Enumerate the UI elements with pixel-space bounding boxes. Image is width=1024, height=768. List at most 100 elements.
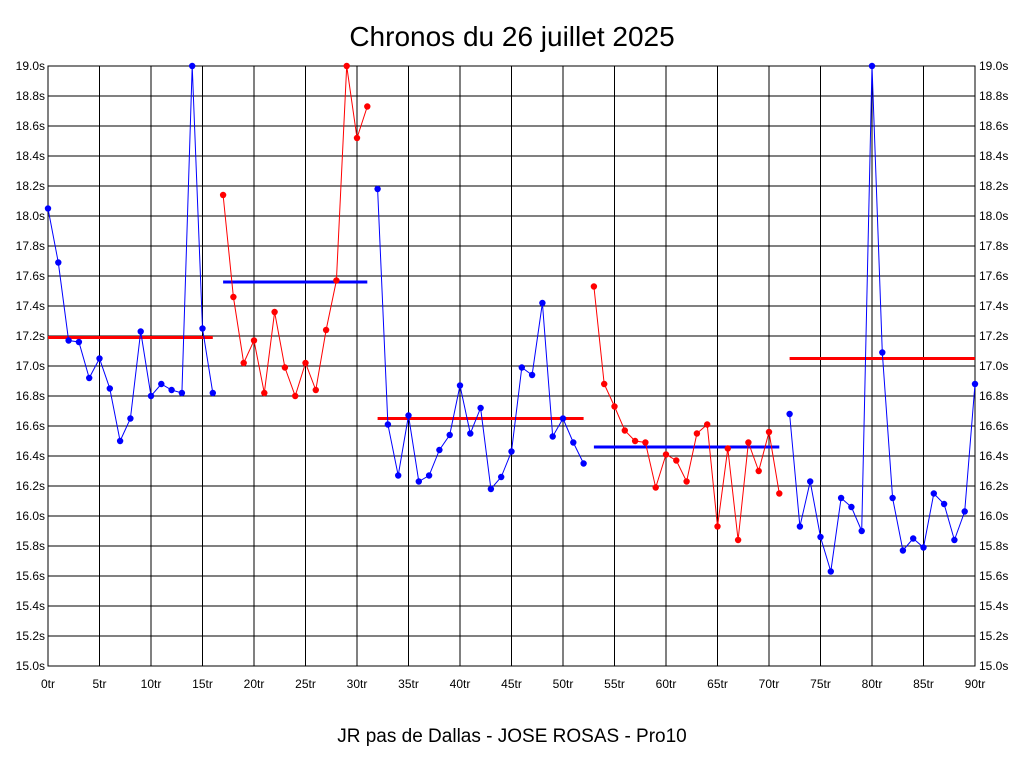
data-point [652, 484, 659, 491]
data-series [44, 62, 979, 575]
data-point [848, 503, 855, 511]
data-point [601, 380, 608, 388]
data-point [858, 527, 865, 535]
data-point [899, 547, 907, 554]
data-point [961, 508, 968, 515]
data-point [96, 355, 103, 362]
data-point [384, 421, 392, 428]
y-tick-label-right: 16.8s [979, 389, 1008, 403]
data-point [312, 386, 319, 394]
data-point [178, 389, 186, 397]
data-point [734, 536, 742, 544]
data-point [55, 259, 62, 266]
y-tick-labels-right: 15.0s 15.2s 15.4s 15.6s 15.8s 16.0s 16.2s 16.4s… [979, 59, 1008, 673]
y-tick-label-right: 17.4s [979, 299, 1008, 313]
data-point [292, 392, 299, 400]
data-point [106, 385, 114, 392]
data-point [436, 446, 443, 454]
data-point [158, 380, 165, 388]
data-point [230, 293, 237, 301]
data-point [189, 62, 196, 70]
data-point [621, 427, 628, 434]
data-point [477, 404, 484, 412]
x-tick-label: 55tr [604, 677, 625, 691]
data-point [807, 478, 814, 485]
data-point [910, 535, 917, 542]
x-tick-label: 65tr [707, 677, 728, 691]
y-tick-label-right: 15.0s [979, 659, 1008, 673]
y-tick-label-left: 17.8s [16, 239, 45, 253]
y-tick-label-left: 18.4s [16, 149, 45, 163]
x-tick-label: 50tr [553, 677, 574, 691]
y-tick-label-right: 16.2s [979, 479, 1008, 493]
y-tick-label-left: 15.6s [16, 569, 45, 583]
y-tick-label-left: 15.8s [16, 539, 45, 553]
y-tick-label-left: 17.2s [16, 329, 45, 343]
data-point [333, 277, 340, 284]
y-tick-label-left: 17.0s [16, 359, 45, 373]
chart-title: Chronos du 26 juillet 2025 [349, 21, 674, 52]
data-point [322, 326, 330, 334]
data-point [930, 490, 937, 497]
data-point [518, 364, 525, 371]
series-4 [786, 62, 979, 575]
y-tick-label-right: 15.6s [979, 569, 1008, 583]
y-tick-label-right: 17.2s [979, 329, 1008, 343]
x-tick-label: 70tr [759, 677, 780, 691]
x-tick-label: 30tr [347, 677, 368, 691]
grid [47, 65, 976, 667]
data-point [405, 412, 412, 419]
data-point [776, 490, 783, 497]
series-3 [590, 283, 783, 544]
x-tick-label: 5tr [92, 677, 106, 691]
data-point [364, 103, 371, 110]
x-tick-label: 75tr [810, 677, 831, 691]
data-point [971, 380, 979, 388]
x-tick-label: 0tr [41, 677, 55, 691]
x-tick-label: 40tr [450, 677, 471, 691]
data-point [199, 325, 206, 332]
y-tick-label-right: 15.4s [979, 599, 1008, 613]
y-tick-label-left: 15.0s [16, 659, 45, 673]
data-point [343, 62, 350, 70]
x-tick-label: 80tr [862, 677, 883, 691]
y-tick-label-right: 16.0s [979, 509, 1008, 523]
data-point [137, 328, 144, 335]
data-point [745, 439, 752, 446]
data-point [693, 430, 701, 437]
data-point [467, 430, 474, 437]
x-tick-label: 60tr [656, 677, 677, 691]
y-tick-label-right: 17.6s [979, 269, 1008, 283]
x-tick-label: 15tr [192, 677, 213, 691]
data-point [446, 431, 453, 439]
y-tick-label-left: 17.4s [16, 299, 45, 313]
data-point [487, 485, 495, 493]
y-tick-label-left: 18.8s [16, 89, 45, 103]
data-point [86, 374, 93, 382]
y-tick-label-right: 18.0s [979, 209, 1008, 223]
y-tick-label-right: 18.4s [979, 149, 1008, 163]
y-tick-label-right: 18.8s [979, 89, 1008, 103]
series-1 [219, 62, 371, 400]
data-point [549, 433, 556, 440]
data-point [508, 448, 515, 455]
data-point [127, 415, 134, 422]
data-point [219, 191, 227, 199]
y-tick-label-left: 16.2s [16, 479, 45, 493]
y-tick-label-right: 15.2s [979, 629, 1008, 643]
y-tick-label-right: 19.0s [979, 59, 1008, 73]
data-point [755, 467, 762, 475]
data-point [951, 536, 958, 544]
x-tick-label: 90tr [965, 677, 986, 691]
data-point [147, 392, 155, 400]
data-point [683, 478, 690, 485]
data-point [786, 410, 793, 418]
data-point [590, 283, 598, 290]
y-tick-label-left: 19.0s [16, 59, 45, 73]
x-tick-label: 35tr [398, 677, 419, 691]
x-tick-label: 85tr [913, 677, 934, 691]
y-tick-label-left: 16.6s [16, 419, 45, 433]
data-point [714, 523, 721, 530]
data-point [837, 494, 845, 502]
data-point [868, 62, 876, 70]
